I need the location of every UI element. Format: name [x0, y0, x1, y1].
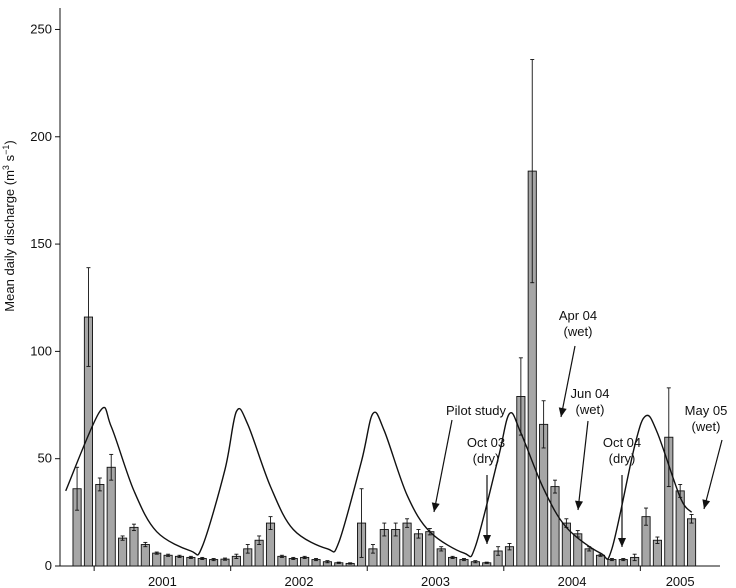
bar	[550, 486, 560, 567]
annotation-label: May 05 (wet)	[685, 403, 728, 434]
annotation-label: Jun 04 (wet)	[570, 386, 609, 417]
x-tick-label: 2001	[148, 574, 177, 588]
annotation-arrowhead	[575, 500, 583, 510]
bar	[402, 522, 412, 567]
y-tick-label: 150	[30, 236, 52, 251]
x-tick-label: 2003	[421, 574, 450, 588]
y-tick-label: 200	[30, 129, 52, 144]
error-bars-layer	[75, 59, 694, 565]
annotation-arrow	[560, 345, 576, 418]
bar	[413, 533, 423, 567]
annotation-arrowhead	[558, 407, 567, 417]
annotation-arrowhead	[702, 499, 711, 509]
y-tick-label: 250	[30, 21, 52, 36]
y-axis-label: Mean daily discharge (m3 s−1)	[1, 140, 17, 311]
bar	[140, 544, 150, 567]
annotation-label: Oct 04 (dry)	[603, 435, 641, 466]
annotation-arrowhead	[618, 538, 626, 547]
y-tick-label: 50	[38, 451, 52, 466]
bar	[106, 466, 116, 567]
annotation-arrow	[703, 439, 723, 510]
bar	[95, 483, 105, 567]
bars-layer	[72, 170, 697, 567]
annotation-arrowhead	[483, 535, 491, 544]
x-tick-label: 2004	[558, 574, 587, 588]
bar	[425, 531, 435, 567]
y-tick-label: 0	[45, 558, 52, 573]
bar	[163, 554, 173, 567]
y-tick-label: 100	[30, 343, 52, 358]
annotation-label: Apr 04 (wet)	[559, 308, 597, 339]
annotation-arrow	[577, 420, 589, 511]
seasonal-curve	[65, 406, 693, 560]
bar	[129, 526, 139, 567]
bar	[152, 552, 162, 567]
annotation-label: Pilot study	[446, 403, 506, 418]
bar	[595, 554, 606, 567]
annotation-label: Oct 03 (dry)	[467, 435, 505, 466]
x-tick-label: 2005	[666, 574, 695, 588]
bar	[652, 539, 662, 567]
annotations-layer: Pilot study Oct 03 (dry) Apr 04 (wet) Jun 04(…	[431, 308, 728, 547]
bar	[687, 518, 697, 567]
axes-layer: 0 50 100 150 200 250 2001 2002 2003 2004 2005	[30, 8, 720, 588]
annotation-arrow	[433, 419, 453, 513]
annotation-arrowhead	[431, 502, 440, 512]
bar	[118, 537, 128, 567]
x-tick-label: 2002	[285, 574, 314, 588]
